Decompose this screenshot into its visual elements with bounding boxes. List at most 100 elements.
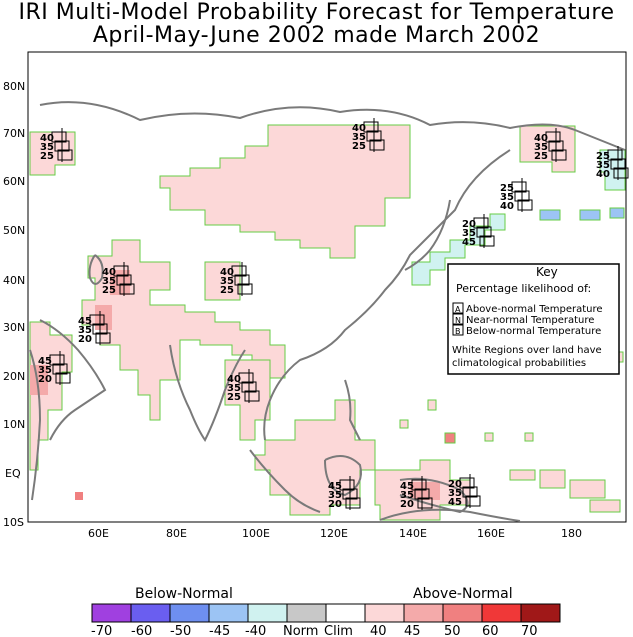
probability-box-frame	[363, 121, 379, 133]
probability-box-frame	[49, 354, 65, 366]
probability-value: 40	[40, 133, 54, 144]
key-mark: B	[455, 327, 461, 336]
lon-label: 100E	[242, 527, 270, 540]
colorbar-swatch	[364, 603, 405, 623]
key-note-line1: White Regions over land have	[452, 345, 602, 356]
key-box: Key Percentage likelihood of: A Above-no…	[447, 263, 620, 375]
region-n-europe-above	[29, 131, 76, 176]
lon-label: 140E	[399, 527, 427, 540]
lat-label: EQ	[5, 467, 21, 480]
probability-value: 40	[534, 133, 548, 144]
lon-label: 120E	[320, 527, 348, 540]
colorbar-label: 40	[370, 624, 387, 637]
probability-value: 35	[448, 488, 462, 499]
region-siberia-above	[159, 124, 411, 259]
lon-label: 60E	[88, 527, 109, 540]
colorbar-label: 50	[444, 624, 461, 637]
coast-africa	[29, 349, 42, 501]
lat-label: 10S	[3, 516, 24, 529]
probability-box-frame	[95, 332, 111, 344]
region-mongolia-above	[204, 261, 241, 301]
region-arabia-darker	[30, 365, 48, 395]
probability-box-frame	[231, 265, 247, 277]
probability-value: 25	[227, 392, 241, 403]
probability-value: 45	[462, 237, 476, 248]
probability-value: 35	[220, 276, 234, 287]
probability-box-frame	[511, 181, 527, 193]
lat-label: 30N	[3, 321, 25, 334]
lat-label: 70N	[3, 127, 25, 140]
region-kuril-below	[579, 209, 601, 221]
probability-value: 45	[78, 316, 92, 327]
probability-box-frame	[551, 149, 567, 161]
probability-value: 45	[328, 481, 342, 492]
probability-box-frame	[119, 283, 135, 295]
colorbar-swatch	[91, 603, 132, 623]
colorbar-label: Norm	[283, 624, 318, 637]
colorbar-swatch	[442, 603, 483, 623]
probability-box-frame	[237, 283, 253, 295]
probability-value: 20	[448, 479, 462, 490]
map-shading	[29, 124, 626, 521]
region-se-asia-above	[224, 359, 271, 441]
probability-value: 25	[40, 151, 54, 162]
probability-value: 35	[102, 276, 116, 287]
lon-label: 160E	[477, 527, 505, 540]
key-mark-box	[452, 302, 464, 314]
probability-box-frame	[411, 479, 427, 491]
probability-value: 45	[400, 481, 414, 492]
probability-value: 35	[462, 228, 476, 239]
coast-india	[169, 344, 246, 442]
probability-value: 25	[534, 151, 548, 162]
probability-box-frame	[369, 139, 385, 151]
probability-value: 20	[462, 219, 476, 230]
key-frame	[447, 263, 620, 375]
lon-labels: 60E 80E 100E 120E 140E 160E 180	[88, 527, 582, 540]
probability-box-frame	[339, 479, 355, 491]
colorbar-label: 45	[404, 624, 421, 637]
lat-label: 50N	[3, 224, 25, 237]
probability-box-frame	[244, 390, 260, 402]
probability-value: 35	[78, 325, 92, 336]
key-mark-box	[452, 313, 464, 325]
pacific-cell	[75, 492, 83, 500]
colorbar-below-title: Below-Normal	[135, 586, 233, 602]
probability-value: 20	[328, 499, 342, 510]
probability-box-frame	[51, 131, 67, 143]
pacific-cell	[569, 479, 606, 499]
probability-value: 25	[102, 285, 116, 296]
probability-value: 40	[500, 201, 514, 212]
colorbar-swatch	[247, 603, 288, 623]
probability-value: 35	[38, 365, 52, 376]
probability-value: 40	[596, 169, 610, 180]
pacific-cell	[399, 419, 409, 429]
probability-value: 35	[596, 160, 610, 171]
colorbar-above-title: Above-Normal	[413, 586, 513, 602]
probability-value: 45	[448, 497, 462, 508]
key-mark: A	[455, 305, 461, 314]
probability-box-frame	[57, 149, 73, 161]
lat-label: 80N	[3, 80, 25, 93]
pacific-cell	[524, 432, 534, 442]
lat-labels: 80N 70N 60N 50N 40N 30N 20N 10N EQ 10S	[3, 80, 25, 529]
pacific-cell	[444, 432, 456, 444]
colorbar-label: -50	[170, 624, 191, 637]
colorbar-swatch	[130, 603, 171, 623]
colorbar-label: -70	[91, 624, 112, 637]
coast-japan	[404, 199, 451, 271]
colorbar-swatch	[169, 603, 210, 623]
key-mark: N	[455, 316, 461, 325]
coast-philippines	[344, 379, 361, 441]
lat-label: 40N	[3, 274, 25, 287]
